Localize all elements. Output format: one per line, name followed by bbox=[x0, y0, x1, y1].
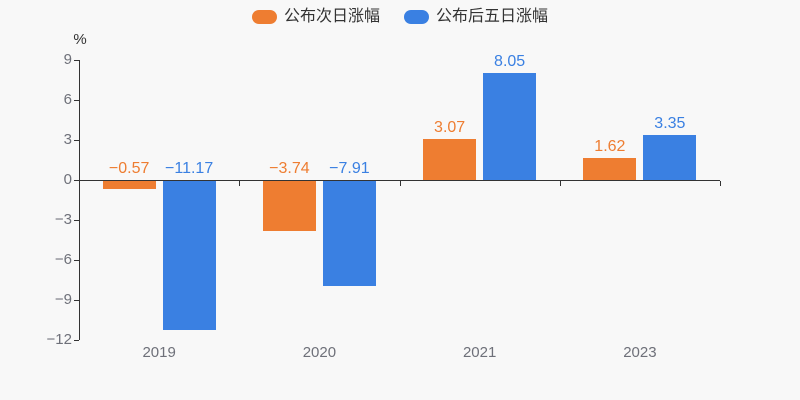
legend-label: 公布次日涨幅 bbox=[283, 8, 380, 25]
legend-swatch-icon bbox=[251, 10, 277, 24]
y-axis-line bbox=[79, 60, 80, 340]
bar-公布后五日涨幅-2019[interactable] bbox=[162, 181, 216, 330]
y-tick-label: 9 bbox=[63, 51, 72, 68]
chart-legend: 公布次日涨幅 公布后五日涨幅 bbox=[0, 8, 800, 26]
x-category-label: 2023 bbox=[623, 344, 657, 361]
x-axis-tick bbox=[720, 181, 721, 186]
bar-公布次日涨幅-2023[interactable] bbox=[583, 158, 637, 180]
x-category-label: 2019 bbox=[142, 344, 176, 361]
legend-item-1[interactable]: 公布后五日涨幅 bbox=[404, 8, 548, 26]
x-axis-tick bbox=[239, 181, 241, 186]
bar-公布次日涨幅-2021[interactable] bbox=[423, 139, 477, 180]
y-tick-label: −3 bbox=[54, 211, 72, 228]
legend-label: 公布后五日涨幅 bbox=[436, 8, 549, 25]
x-category-label: 2020 bbox=[302, 344, 337, 361]
y-tick-label: 3 bbox=[63, 131, 72, 148]
y-tick-label: −9 bbox=[54, 291, 72, 308]
value-label: −3.74 bbox=[269, 160, 310, 177]
y-axis-tick bbox=[74, 340, 79, 341]
value-label: 1.62 bbox=[594, 138, 626, 156]
bar-公布后五日涨幅-2020[interactable] bbox=[322, 181, 376, 287]
y-axis-tick bbox=[74, 60, 79, 61]
y-axis-tick bbox=[74, 300, 79, 301]
value-label: 8.05 bbox=[494, 52, 526, 70]
y-tick-label: 0 bbox=[63, 171, 72, 188]
y-axis-tick bbox=[74, 140, 79, 141]
bar-公布次日涨幅-2019[interactable] bbox=[102, 181, 156, 189]
value-label: 3.07 bbox=[434, 119, 466, 137]
y-tick-label: −12 bbox=[46, 331, 72, 348]
y-axis-tick bbox=[74, 260, 79, 261]
x-category-label: 2021 bbox=[462, 344, 497, 361]
y-axis-tick bbox=[74, 180, 79, 181]
value-label: 3.35 bbox=[654, 115, 686, 133]
y-tick-label: 6 bbox=[63, 91, 72, 108]
bar-公布后五日涨幅-2023[interactable] bbox=[643, 135, 697, 180]
legend-item-0[interactable]: 公布次日涨幅 bbox=[251, 8, 380, 26]
value-label: −11.17 bbox=[165, 160, 214, 177]
value-label: −7.91 bbox=[329, 160, 370, 177]
bar-公布次日涨幅-2020[interactable] bbox=[262, 181, 316, 231]
value-label: −0.57 bbox=[108, 160, 150, 177]
y-axis-tick bbox=[74, 220, 79, 221]
y-axis-unit-label: % bbox=[73, 31, 87, 48]
y-axis-tick bbox=[74, 100, 79, 101]
x-axis-tick bbox=[399, 181, 401, 186]
legend-swatch-icon bbox=[404, 10, 429, 24]
y-tick-label: −6 bbox=[54, 251, 72, 268]
x-axis-tick bbox=[559, 181, 561, 186]
bar-公布后五日涨幅-2021[interactable] bbox=[483, 72, 537, 180]
x-axis-line bbox=[79, 180, 720, 181]
